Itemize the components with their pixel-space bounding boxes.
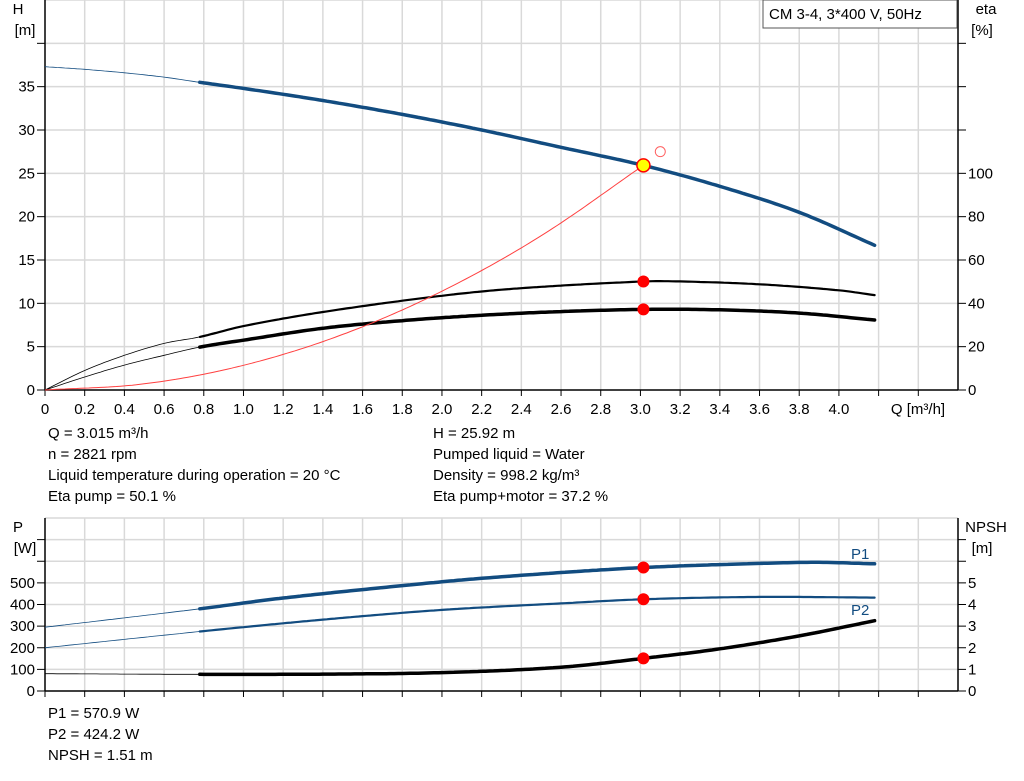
y-tick-label-left: 30 xyxy=(18,122,35,139)
y-tick-label-left: 300 xyxy=(10,618,35,635)
info-liquid-temperature: Liquid temperature during operation = 20… xyxy=(48,467,341,484)
H-curve xyxy=(198,80,877,248)
x-tick-label: 0.2 xyxy=(74,401,95,418)
P1-curve xyxy=(198,560,877,611)
y-tick-label-right: 80 xyxy=(968,209,985,226)
y-tick-label-left: 100 xyxy=(10,661,35,678)
info-pumped-liquid: Pumped liquid = Water xyxy=(433,446,585,463)
y-tick-label-left: 5 xyxy=(27,339,35,356)
y-tick-label-right: 4 xyxy=(968,597,976,614)
y-tick-label-right: 2 xyxy=(968,640,976,657)
eta_pump-curve-extension xyxy=(44,336,200,391)
y-tick-label-left: 500 xyxy=(10,575,35,592)
eta_pump_motor-curve-extension xyxy=(44,346,200,391)
y-tick-label-left: 25 xyxy=(18,165,35,182)
y-tick-label-left: 35 xyxy=(18,79,35,96)
duty-point-eta-pump-motor xyxy=(637,303,650,316)
y-tick-label-right: 0 xyxy=(968,683,976,700)
y-tick-label-left: 0 xyxy=(27,382,35,399)
y-tick-label-left: 10 xyxy=(18,295,35,312)
eta_pump-curve xyxy=(198,280,876,338)
y-tick-label-right: 0 xyxy=(968,382,976,399)
requested-point-marker xyxy=(654,146,666,158)
P2-curve xyxy=(198,595,876,633)
duty-point-p1 xyxy=(637,561,650,574)
x-tick-label: 0.4 xyxy=(114,401,135,418)
x-tick-label: 3.4 xyxy=(709,401,730,418)
y-tick-label-right: 40 xyxy=(968,295,985,312)
y-tick-label-left: 200 xyxy=(10,640,35,657)
duty-point-npsh xyxy=(637,652,650,665)
duty-point-eta-pump xyxy=(637,275,650,288)
x-tick-label: 2.8 xyxy=(590,401,611,418)
eta_pump_motor-curve xyxy=(198,307,877,349)
y-tick-label-left: 20 xyxy=(18,209,35,226)
y-tick-label-right: 100 xyxy=(968,165,993,182)
y-axis-unit-right: [m] xyxy=(972,540,993,557)
info-p2: P2 = 424.2 W xyxy=(48,726,140,743)
x-tick-label: 3.6 xyxy=(749,401,770,418)
info-density: Density = 998.2 kg/m³ xyxy=(433,467,580,484)
duty-point-p2 xyxy=(637,593,650,606)
info-speed: n = 2821 rpm xyxy=(48,446,137,463)
y-axis-unit-left: [W] xyxy=(14,540,37,557)
y-tick-label-right: 1 xyxy=(968,661,976,678)
x-tick-label: 1.6 xyxy=(352,401,373,418)
y-axis-title-left: H xyxy=(13,1,24,18)
y-axis-unit-left: [m] xyxy=(15,22,36,39)
power-panel: 0 100 200 300 400 500 0 1 2 3 4 5 P [W] NPSH [m] P1 P2 xyxy=(10,517,1007,700)
x-tick-label: 1.8 xyxy=(392,401,413,418)
info-eta-pump-motor: Eta pump+motor = 37.2 % xyxy=(433,488,609,505)
x-tick-label: 1.4 xyxy=(312,401,333,418)
info-npsh: NPSH = 1.51 m xyxy=(48,747,153,764)
y-tick-label-left: 0 xyxy=(27,683,35,700)
x-tick-label: 1.2 xyxy=(273,401,294,418)
pump-label: CM 3-4, 3*400 V, 50Hz xyxy=(769,6,922,23)
y-tick-label-right: 60 xyxy=(968,252,985,269)
info-eta-pump: Eta pump = 50.1 % xyxy=(48,488,176,505)
info-head: H = 25.92 m xyxy=(433,425,516,442)
duty-point-head xyxy=(636,158,651,173)
info-top-right: H = 25.92 m Pumped liquid = Water Densit… xyxy=(433,423,608,507)
y-tick-label-left: 400 xyxy=(10,597,35,614)
y-tick-label-right: 5 xyxy=(968,575,976,592)
y-axis-title-left: P xyxy=(13,519,23,536)
y-axis-unit-right: [%] xyxy=(971,22,993,39)
P1-curve-extension xyxy=(44,608,200,628)
x-tick-label: 4.0 xyxy=(828,401,849,418)
y-axis-title-right: eta xyxy=(976,1,998,18)
series-label-p1: P1 xyxy=(851,546,869,563)
y-axis-title-right: NPSH xyxy=(965,519,1007,536)
info-top-left: Q = 3.015 m³/h n = 2821 rpm Liquid tempe… xyxy=(48,423,340,507)
x-axis-title: Q [m³/h] xyxy=(891,401,945,418)
y-tick-label-right: 20 xyxy=(968,339,985,356)
x-tick-label: 3.2 xyxy=(670,401,691,418)
x-tick-label: 3.8 xyxy=(789,401,810,418)
H-curve-extension xyxy=(44,66,200,83)
P2-curve-extension xyxy=(44,631,200,649)
y-tick-label-left: 15 xyxy=(18,252,35,269)
x-tick-label: 0.6 xyxy=(154,401,175,418)
x-tick-label: 0.8 xyxy=(193,401,214,418)
NPSH-curve-extension xyxy=(45,673,200,675)
info-bottom: P1 = 570.9 W P2 = 424.2 W NPSH = 1.51 m xyxy=(48,703,153,766)
system-curve xyxy=(44,166,641,391)
head-panel: 0 5 10 15 20 25 30 35 0 20 40 60 80 100 H [m] eta [%] 0 0.2… xyxy=(13,0,998,418)
x-tick-label: 2.4 xyxy=(511,401,532,418)
x-tick-label: 2.2 xyxy=(471,401,492,418)
series-label-p2: P2 xyxy=(851,602,869,619)
x-tick-label: 1.0 xyxy=(233,401,254,418)
info-p1: P1 = 570.9 W xyxy=(48,705,140,722)
info-flow: Q = 3.015 m³/h xyxy=(48,425,149,442)
x-tick-label: 2.6 xyxy=(551,401,572,418)
x-tick-label: 0 xyxy=(41,401,49,418)
NPSH-curve xyxy=(198,618,877,677)
x-tick-label: 3.0 xyxy=(630,401,651,418)
y-tick-label-right: 3 xyxy=(968,618,976,635)
x-tick-label: 2.0 xyxy=(432,401,453,418)
pump-label-box xyxy=(762,0,958,29)
